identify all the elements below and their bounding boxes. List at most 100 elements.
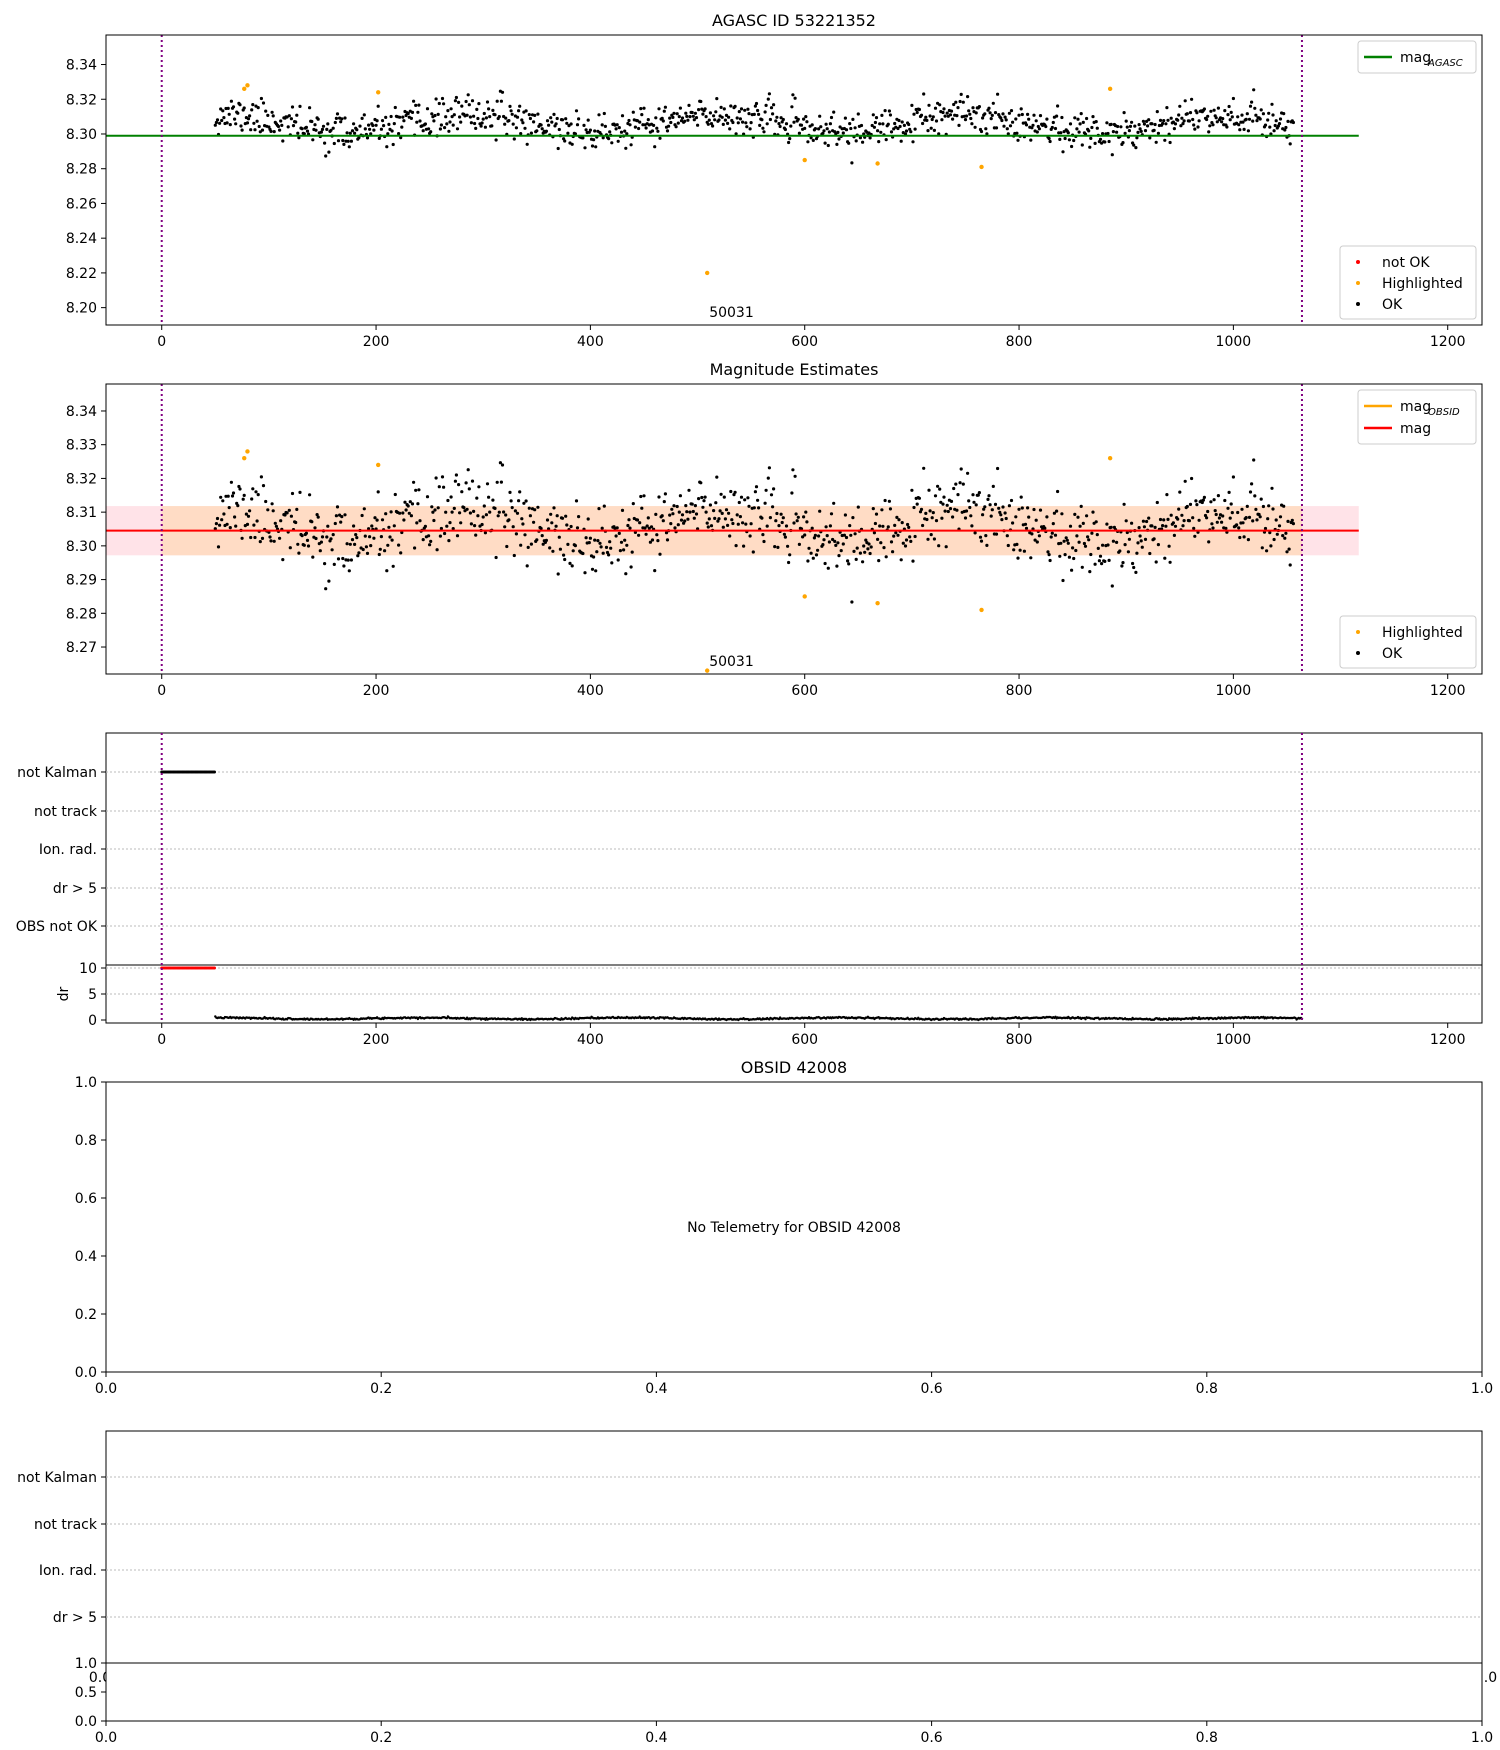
ok-point (1107, 139, 1111, 144)
ok-point (1240, 507, 1244, 511)
ok-point (941, 110, 945, 115)
ok-point (391, 142, 395, 147)
ok-point (279, 519, 283, 523)
ok-point (481, 117, 485, 121)
ok-point (976, 493, 980, 497)
ok-point (278, 128, 282, 132)
ok-point (787, 140, 791, 145)
dr-tick-label: 0 (88, 1013, 97, 1029)
ok-point (371, 123, 375, 128)
ok-point (1236, 510, 1240, 515)
ok-point (743, 108, 747, 112)
ok-point (460, 104, 464, 108)
ok-point (991, 484, 995, 488)
ok-point (1206, 509, 1210, 514)
ok-point (306, 544, 311, 548)
ok-point (896, 533, 900, 537)
ok-point (691, 114, 695, 118)
ok-point (685, 510, 689, 514)
ok-point (1062, 539, 1066, 543)
ok-point (1000, 518, 1004, 522)
ok-point (799, 527, 804, 531)
ok-point (350, 129, 355, 133)
ok-point (377, 136, 381, 140)
x-tick-label: 0.0 (95, 1730, 117, 1746)
legend-box (1357, 40, 1477, 74)
ok-point (735, 116, 739, 120)
ok-point (480, 121, 484, 125)
ok-point (473, 524, 477, 528)
ok-point (377, 552, 381, 557)
ok-point (324, 587, 328, 591)
ok-point (1060, 115, 1064, 120)
ok-point (889, 540, 894, 544)
ok-point (570, 142, 574, 146)
ok-point (1172, 127, 1176, 131)
ok-point (617, 531, 621, 536)
ok-point (1161, 524, 1165, 528)
ok-point (837, 137, 841, 141)
ok-point (1043, 526, 1047, 530)
ok-point (1173, 524, 1178, 528)
ok-point (253, 535, 257, 540)
x-tick-label: 200 (363, 334, 390, 350)
ok-point (836, 130, 840, 134)
ok-point (729, 489, 733, 494)
ok-point (741, 521, 745, 525)
ok-point (511, 122, 515, 126)
ok-point (467, 103, 471, 107)
ok-point (555, 116, 559, 121)
ok-point (846, 559, 850, 563)
ok-point (1020, 112, 1024, 117)
ok-point (1124, 519, 1128, 523)
ok-point (1078, 122, 1082, 126)
ok-point (514, 532, 519, 536)
ok-point (343, 513, 347, 517)
ok-point (715, 97, 719, 101)
ok-point (601, 136, 605, 140)
ok-point (1080, 565, 1084, 569)
ok-point (627, 118, 631, 123)
ok-point (712, 114, 716, 118)
ok-point (241, 497, 245, 501)
ok-point (1206, 114, 1210, 118)
ok-point (1105, 121, 1109, 125)
ok-point (1274, 119, 1278, 123)
ok-point (1093, 562, 1097, 566)
ok-point (304, 531, 308, 535)
ok-point (1217, 516, 1221, 520)
ok-point (1034, 518, 1038, 522)
ok-point (693, 504, 698, 508)
ok-point (1007, 111, 1012, 115)
ok-point (1132, 143, 1136, 147)
ok-point (744, 522, 748, 526)
ok-point (627, 518, 631, 522)
ok-point (760, 118, 764, 122)
ok-point (954, 482, 958, 486)
ok-point (1168, 140, 1172, 145)
legend-subscript: OBSID (1428, 407, 1460, 418)
ok-point (431, 510, 435, 514)
ok-point (465, 113, 469, 117)
ok-point (523, 533, 527, 537)
ok-point (1191, 117, 1195, 122)
ok-point (757, 112, 761, 116)
x-tick-label: 1000 (1216, 1032, 1252, 1048)
ok-point (1086, 535, 1090, 539)
ok-point (1154, 560, 1158, 564)
ok-point (743, 498, 747, 502)
ok-point (300, 127, 304, 131)
ok-point (267, 125, 271, 129)
ok-point (1000, 118, 1004, 123)
ok-point (360, 116, 364, 120)
ok-point (1143, 129, 1148, 133)
ok-point (368, 127, 372, 131)
ok-point (524, 109, 528, 113)
x-tick-label: 800 (1006, 334, 1033, 350)
ok-point (981, 116, 985, 120)
ok-point (794, 116, 798, 120)
ok-point (584, 128, 588, 132)
ok-point (1011, 521, 1015, 525)
ok-point (1063, 553, 1067, 557)
ok-point (813, 127, 818, 131)
